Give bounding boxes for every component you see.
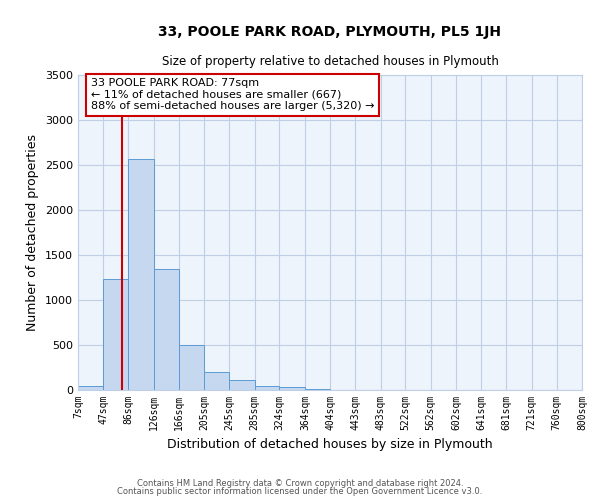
Bar xyxy=(179,345,204,390)
Text: Contains HM Land Registry data © Crown copyright and database right 2024.: Contains HM Land Registry data © Crown c… xyxy=(137,478,463,488)
Text: 33, POOLE PARK ROAD, PLYMOUTH, PL5 1JH: 33, POOLE PARK ROAD, PLYMOUTH, PL5 1JH xyxy=(158,25,502,39)
Bar xyxy=(280,388,305,390)
Bar xyxy=(154,270,179,390)
X-axis label: Distribution of detached houses by size in Plymouth: Distribution of detached houses by size … xyxy=(167,438,493,452)
Bar xyxy=(78,386,103,390)
Bar xyxy=(229,380,254,390)
Bar xyxy=(103,280,128,390)
Bar xyxy=(254,386,280,390)
Bar xyxy=(128,158,154,390)
Bar xyxy=(305,389,331,390)
Text: 33 POOLE PARK ROAD: 77sqm
← 11% of detached houses are smaller (667)
88% of semi: 33 POOLE PARK ROAD: 77sqm ← 11% of detac… xyxy=(91,78,374,112)
Text: Contains public sector information licensed under the Open Government Licence v3: Contains public sector information licen… xyxy=(118,487,482,496)
Bar xyxy=(204,372,229,390)
Y-axis label: Number of detached properties: Number of detached properties xyxy=(26,134,40,331)
Text: Size of property relative to detached houses in Plymouth: Size of property relative to detached ho… xyxy=(161,55,499,68)
